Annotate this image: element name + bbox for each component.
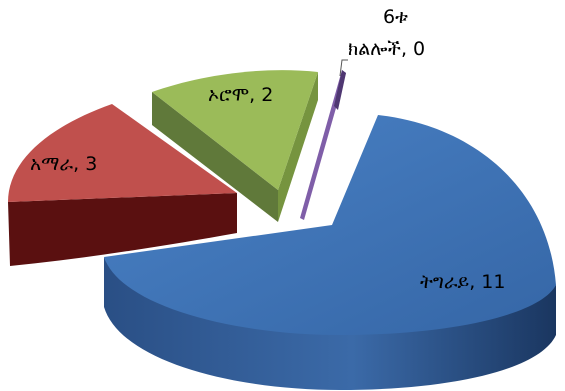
pie-slice-oromo-side [278,72,318,222]
pie-slice-tigray-top [104,115,556,335]
data-label-oromo: ኦሮሞ, 2 [208,84,273,106]
pie-slice-tigray-side [104,257,556,390]
pie-slice-oromo [152,70,318,222]
pie-slice-oromo-top [152,70,318,190]
pie-slice-amhara [8,104,237,266]
pie-slice-six-regions-top [300,70,346,220]
data-label-six-regions-line1: 6ቱ [383,6,408,28]
data-label-six-regions-line2: ክልሎች, 0 [348,38,425,60]
data-label-tigray: ትግራይ, 11 [420,271,505,293]
pie-slice-six-regions-side [334,70,346,110]
pie-slice-six-regions [300,70,346,220]
pie-slice-amhara-top [8,104,237,202]
pie-slice-amhara-side [8,193,237,266]
leader-line-six-regions [339,59,348,77]
pie-slice-oromo-front [152,92,278,222]
pie-slice-tigray [104,115,556,390]
data-label-amhara: አማራ, 3 [30,153,97,175]
